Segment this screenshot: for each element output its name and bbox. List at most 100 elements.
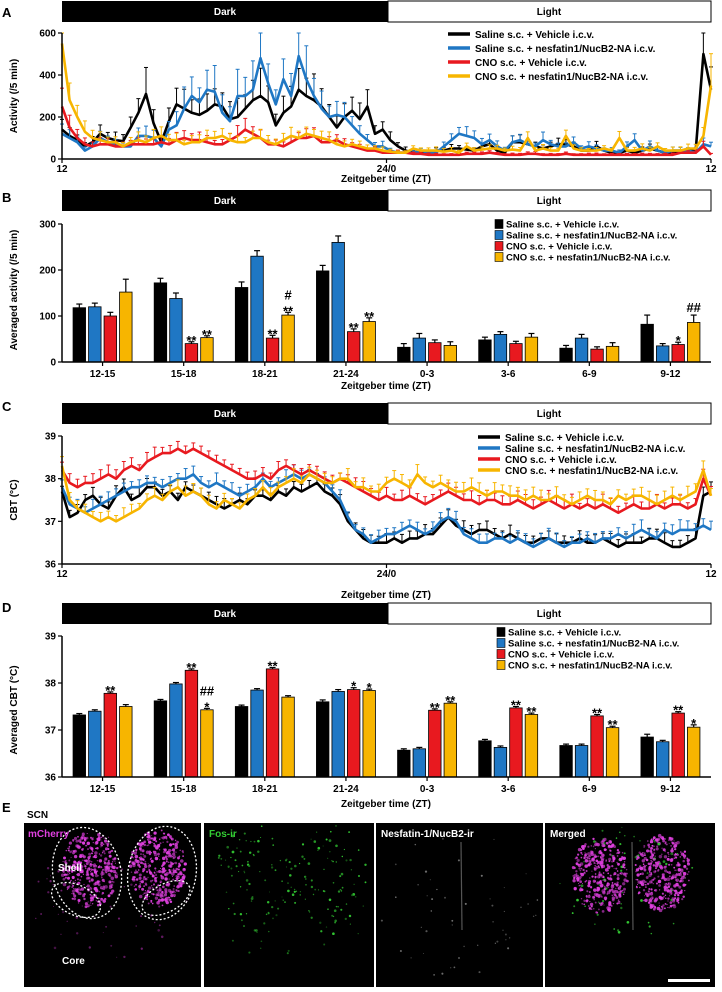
signal-dot <box>584 905 586 908</box>
signal-dot <box>655 847 659 851</box>
light-bar-a <box>387 0 712 23</box>
signal-dot <box>601 829 604 832</box>
signal-dot <box>259 870 261 873</box>
chart-c: 36 37 38 39 12 24/0 12 <box>45 432 717 581</box>
legend-swatch <box>494 219 504 229</box>
signal-dot <box>666 877 671 881</box>
signal-dot <box>646 849 650 853</box>
signal-dot <box>287 949 290 952</box>
signal-dot <box>90 894 92 897</box>
signal-dot <box>260 836 262 839</box>
signal-dot <box>577 847 582 852</box>
signal-dot <box>635 885 638 888</box>
signal-dot <box>684 883 687 886</box>
signal-dot <box>453 966 456 969</box>
signal-dot <box>165 871 170 875</box>
signal-dot <box>621 856 624 859</box>
bar-group-9-12: *** <box>640 703 701 778</box>
signal-dot <box>608 840 612 844</box>
legend-swatch <box>494 230 504 240</box>
signal-dot <box>78 887 80 889</box>
signal-dot <box>650 850 653 854</box>
x-tick-label: 12 <box>705 569 717 580</box>
signal-dot <box>607 845 611 849</box>
signal-dot <box>335 844 338 848</box>
signal-dot <box>72 851 75 855</box>
signal-dot <box>662 874 664 876</box>
signal-dot <box>643 899 645 902</box>
signal-dot <box>104 847 109 851</box>
signal-dot <box>586 900 588 902</box>
signal-dot <box>589 877 591 879</box>
bar-group-6-9: ** ** <box>559 705 620 778</box>
significance-mark: ** <box>511 698 522 713</box>
signal-dot <box>611 854 613 857</box>
signal-dot <box>168 878 170 880</box>
signal-dot <box>231 834 235 838</box>
signal-dot <box>97 897 100 900</box>
signal-dot <box>610 884 615 889</box>
signal-dot <box>638 865 642 868</box>
signal-dot <box>57 870 60 873</box>
signal-dot <box>83 893 86 896</box>
signal-dot <box>105 843 107 845</box>
signal-dot <box>580 872 585 877</box>
signal-dot <box>231 939 234 942</box>
signal-dot <box>601 896 603 898</box>
signal-dot <box>260 940 263 943</box>
signal-dot <box>312 893 315 896</box>
signal-dot <box>654 855 656 857</box>
signal-dot <box>141 861 144 864</box>
signal-dot <box>287 882 289 884</box>
signal-dot <box>620 865 623 869</box>
micrograph-fos: Fos-ir <box>204 823 374 987</box>
x-tick-label: 9-12 <box>660 784 680 795</box>
signal-dot <box>662 839 666 843</box>
signal-dot <box>636 878 639 881</box>
signal-dot <box>84 905 88 909</box>
x-tick-label: 18-21 <box>252 369 278 380</box>
signal-dot <box>172 893 176 897</box>
signal-dot <box>71 893 73 895</box>
signal-dot <box>593 840 596 843</box>
merged-signal <box>559 826 694 935</box>
signal-dot <box>648 867 652 871</box>
signal-dot <box>674 841 678 846</box>
signal-dot <box>142 893 144 895</box>
signal-dot <box>73 867 76 870</box>
signal-dot <box>650 888 653 891</box>
signal-dot <box>101 877 103 879</box>
signal-dot <box>173 885 175 887</box>
signal-dot <box>668 871 672 875</box>
bar <box>234 287 249 363</box>
signal-dot <box>77 891 82 896</box>
x-tick-label: 24/0 <box>377 164 397 175</box>
signal-dot <box>130 855 134 858</box>
signal-dot <box>688 879 690 882</box>
signal-dot <box>652 879 655 881</box>
signal-dot <box>150 859 154 863</box>
signal-dot <box>662 904 665 907</box>
signal-dot <box>602 872 605 874</box>
signal-dot <box>80 875 83 878</box>
legend-label: Saline s.c. + Vehicle i.c.v. <box>505 433 624 444</box>
signal-dot <box>87 848 89 851</box>
signal-dot <box>163 873 167 876</box>
signal-dot <box>380 919 383 922</box>
signal-dot <box>650 872 653 874</box>
signal-dot <box>253 840 256 843</box>
signal-dot <box>139 883 142 885</box>
signal-dot <box>582 868 585 872</box>
significance-mark: * <box>204 699 210 714</box>
signal-dot <box>152 883 156 886</box>
bar <box>281 696 295 778</box>
bar-group-15-18: ** ** <box>153 277 214 363</box>
signal-dot <box>662 848 666 852</box>
signal-dot <box>493 838 495 840</box>
signal-dot <box>130 871 133 873</box>
signal-dot <box>95 900 98 902</box>
signal-dot <box>648 887 651 891</box>
signal-dot <box>60 889 63 892</box>
signal-dot <box>593 862 596 864</box>
signal-dot <box>68 841 72 845</box>
